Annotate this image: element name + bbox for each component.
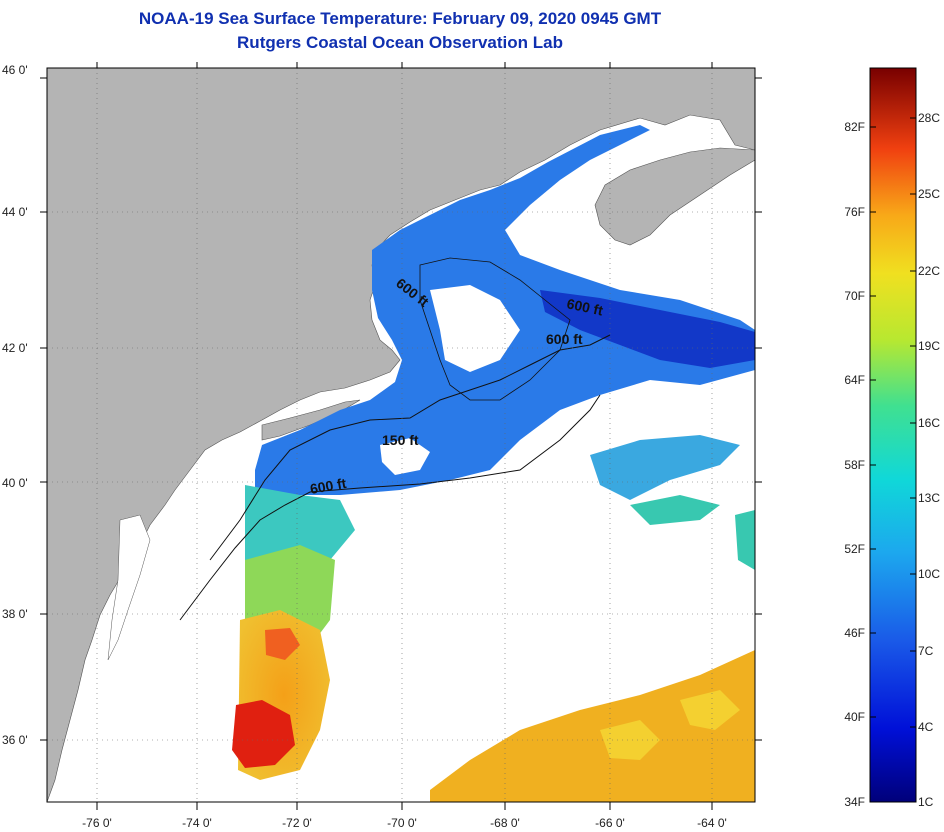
cb-f-52: 52F [844, 542, 865, 556]
lon-label-64: -64 0' [697, 816, 727, 830]
sst-warm-southeast [430, 650, 755, 802]
land-nova-scotia [594, 147, 755, 246]
cb-f-58: 58F [844, 458, 865, 472]
axis-ticks [40, 62, 762, 810]
lon-label-68: -68 0' [490, 816, 520, 830]
title-line-2: Rutgers Coastal Ocean Observation Lab [237, 33, 563, 52]
contour-label-2: 600 ft [565, 295, 604, 318]
land-us-east-coast [47, 68, 755, 802]
cb-f-46: 46F [844, 626, 865, 640]
colorbar [869, 67, 917, 803]
sst-deep-blue [540, 290, 755, 368]
lat-label-36: 36 0' [2, 733, 28, 747]
cb-f-64: 64F [844, 373, 865, 387]
contour-label-5: 600 ft [309, 475, 348, 497]
colorbar-ticks [870, 117, 916, 803]
cb-f-70: 70F [844, 289, 865, 303]
cloud-patch-1 [430, 285, 520, 372]
contour-gulf-maine [419, 257, 571, 401]
title-line-1: NOAA-19 Sea Surface Temperature: Februar… [138, 9, 662, 28]
contour-150ft [209, 334, 611, 561]
cloud-patch-2 [380, 438, 430, 475]
land-delmarva [107, 514, 151, 661]
cb-c-22: 22C [918, 264, 940, 278]
cb-c-13: 13C [918, 491, 940, 505]
sst-offshore-eddies [590, 435, 740, 500]
lon-label-74: -74 0' [182, 816, 212, 830]
lon-label-70: -70 0' [387, 816, 417, 830]
contour-600ft [179, 394, 601, 621]
cb-f-40: 40F [844, 710, 865, 724]
lon-label-66: -66 0' [595, 816, 625, 830]
lon-label-72: -72 0' [282, 816, 312, 830]
graticule [47, 68, 755, 802]
cb-c-10: 10C [918, 567, 940, 581]
sst-warm-southeast-spots [600, 690, 740, 760]
contour-label-4: 150 ft [382, 432, 419, 448]
cb-c-4: 4C [918, 720, 934, 734]
sst-hot-patch [232, 700, 295, 768]
sst-offshore-teal [630, 495, 755, 570]
contour-label-3: 600 ft [546, 331, 583, 347]
cb-c-1: 1C [918, 795, 934, 809]
lat-label-44: 44 0' [2, 205, 28, 219]
map-frame [46, 67, 756, 803]
cb-c-7: 7C [918, 644, 934, 658]
cb-c-28: 28C [918, 111, 940, 125]
cb-f-76: 76F [844, 205, 865, 219]
lat-label-46: 46 0' [2, 63, 28, 77]
lat-label-38: 38 0' [2, 607, 28, 621]
cb-f-34: 34F [844, 795, 865, 809]
cb-c-19: 19C [918, 339, 940, 353]
lat-label-42: 42 0' [2, 341, 28, 355]
lon-label-76: -76 0' [82, 816, 112, 830]
lat-label-40: 40 0' [2, 476, 28, 490]
land-long-island [261, 399, 361, 441]
cb-c-16: 16C [918, 416, 940, 430]
cb-c-25: 25C [918, 187, 940, 201]
sst-orange-patch [265, 628, 300, 660]
cb-f-82: 82F [844, 120, 865, 134]
